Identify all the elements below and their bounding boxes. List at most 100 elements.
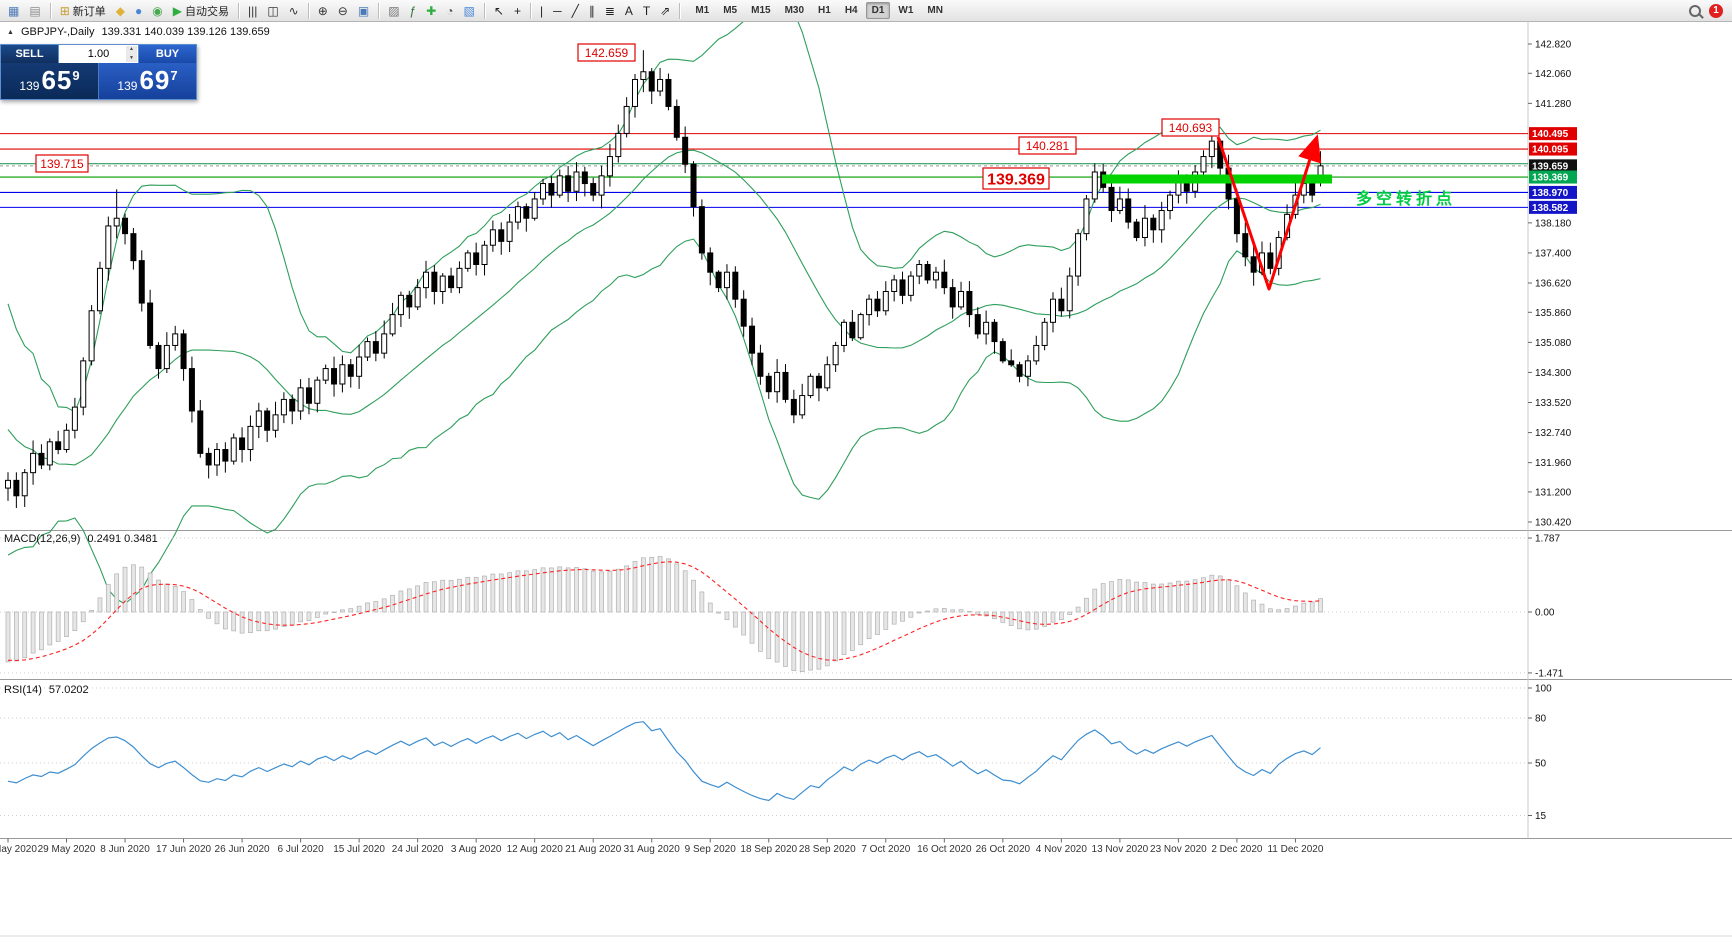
chart-doc-icon: ▧ <box>463 3 475 18</box>
timeframe-button-m1[interactable]: M1 <box>695 5 710 16</box>
label-button[interactable]: T <box>639 1 654 21</box>
search-icon[interactable] <box>1689 4 1701 17</box>
svg-text:9 Sep 2020: 9 Sep 2020 <box>685 844 737 855</box>
timeframe-button-d1[interactable]: D1 <box>865 2 891 19</box>
shapes-button[interactable]: ⇗ <box>656 1 674 21</box>
volume-up-icon[interactable]: ▲ <box>129 46 134 52</box>
svg-text:26 Oct 2020: 26 Oct 2020 <box>976 844 1031 855</box>
notification-badge[interactable]: 1 <box>1709 3 1723 18</box>
svg-text:100: 100 <box>1535 684 1552 695</box>
svg-text:18 Sep 2020: 18 Sep 2020 <box>740 844 797 855</box>
price-axis[interactable]: 142.820 142.060 141.280 138.180 137.400 136.6… <box>1528 40 1577 529</box>
buy-price-prefix: 139 <box>117 79 138 93</box>
svg-text:3 Aug 2020: 3 Aug 2020 <box>451 844 502 855</box>
one-click-trading-panel: SELL 1.00 ▲ ▼ BUY 139 65 9 139 69 7 <box>0 44 197 100</box>
price-label-text: 139.369 <box>987 171 1045 188</box>
templates-button[interactable]: ▨ <box>384 1 403 21</box>
volume-down-icon[interactable]: ▼ <box>129 54 134 61</box>
buy-price-sup: 7 <box>170 67 178 83</box>
svg-text:11 Dec 2020: 11 Dec 2020 <box>1267 844 1323 855</box>
rsi-value: 57.0202 <box>48 684 89 696</box>
new-order-button[interactable]: ⊞ 新订单 <box>56 1 110 21</box>
sell-price[interactable]: 139 65 9 <box>1 62 99 99</box>
timeframe-button-m15[interactable]: M15 <box>751 5 771 16</box>
refresh-button[interactable]: ◉ <box>148 1 166 21</box>
svg-text:0.00: 0.00 <box>1535 608 1555 619</box>
price-label-box[interactable] <box>1018 136 1077 155</box>
volume-field[interactable]: 1.00 ▲ ▼ <box>59 45 138 63</box>
text-button[interactable]: A <box>621 1 637 21</box>
channel-button[interactable]: ∥ <box>585 1 599 21</box>
timeframe-button-h4[interactable]: H4 <box>844 5 858 16</box>
toolbar-separator <box>307 2 309 19</box>
bar-chart-button[interactable]: ||| <box>244 1 261 21</box>
timeframe-button-w1[interactable]: W1 <box>898 5 914 16</box>
svg-text:-1.471: -1.471 <box>1535 668 1564 679</box>
tile-windows-button[interactable]: ▣ <box>354 1 373 21</box>
buy-price[interactable]: 139 69 7 <box>99 62 196 99</box>
add-indicator-button[interactable]: ✚ <box>422 1 440 21</box>
timeframe-button-m5[interactable]: M5 <box>723 5 738 16</box>
panel-separators <box>0 22 1732 937</box>
data-window-button[interactable]: ● <box>131 1 146 21</box>
auto-trading-button[interactable]: ▶ 自动交易 <box>169 1 233 21</box>
zoom-out-button[interactable]: ⊖ <box>334 1 352 21</box>
volume-value[interactable]: 1.00 <box>87 47 110 60</box>
auto-trading-button-label: 自动交易 <box>184 5 229 18</box>
price-label-box[interactable] <box>1161 118 1220 137</box>
candlestick-icon: ◫ <box>267 3 279 18</box>
data-window-icon: ● <box>134 3 143 18</box>
timeframe-button-mn[interactable]: MN <box>927 5 943 16</box>
timeframe-button-m30[interactable]: M30 <box>784 5 805 16</box>
timeframe-button-h1[interactable]: H1 <box>818 5 831 16</box>
main-toolbar: ▦ ▤ ⊞ 新订单 ◆ ● ◉ ▶ 自动交易 ||| ◫ ∿ ⊕ ⊖ ▣ ▨ ƒ ✚ ◔ ▧ ↖ + | ─ ╱ ∥ ≣ A T ⇗ M1… <box>0 0 1732 22</box>
rsi-line <box>7 721 1321 802</box>
period-button[interactable]: ◔ <box>442 1 457 21</box>
svg-text:29 May 2020: 29 May 2020 <box>38 844 96 855</box>
price-label-box[interactable] <box>982 167 1050 190</box>
volume-spinner[interactable]: ▲ ▼ <box>126 46 137 62</box>
candlestick-chart-button[interactable]: ◫ <box>263 1 282 21</box>
svg-text:131.200: 131.200 <box>1535 487 1572 498</box>
sell-price-main: 65 <box>41 65 73 96</box>
line-chart-button[interactable]: ∿ <box>285 1 303 21</box>
cursor-button[interactable]: ↖ <box>490 1 508 21</box>
horizontal-line-button[interactable]: ─ <box>549 1 566 21</box>
zoom-in-button[interactable]: ⊕ <box>314 1 332 21</box>
toolbar-buttons: ▦ ▤ ⊞ 新订单 ◆ ● ◉ ▶ 自动交易 ||| ◫ ∿ ⊕ ⊖ ▣ ▨ ƒ ✚ ◔ ▧ ↖ + | ─ ╱ ∥ ≣ A T ⇗ <box>3 1 684 21</box>
svg-text:142.060: 142.060 <box>1535 69 1572 80</box>
new-order-icon: ⊞ <box>59 3 70 18</box>
trendline-button[interactable]: ╱ <box>568 1 583 21</box>
price-label-text: 140.693 <box>1169 121 1213 135</box>
vertical-line-button[interactable]: | <box>536 1 547 21</box>
buy-button[interactable]: BUY <box>138 45 196 63</box>
sell-button[interactable]: SELL <box>1 45 59 63</box>
new-chart-button[interactable]: ▦ <box>4 1 23 21</box>
svg-text:8 Jun 2020: 8 Jun 2020 <box>100 844 150 855</box>
price-label-box[interactable] <box>35 154 89 173</box>
price-label-box[interactable] <box>577 43 636 62</box>
deposit-button[interactable]: ◆ <box>112 1 129 21</box>
horizontal-line-icon: ─ <box>553 3 562 18</box>
svg-text:31 Aug 2020: 31 Aug 2020 <box>624 844 681 855</box>
fibonacci-button[interactable]: ≣ <box>601 1 619 21</box>
svg-text:17 Jun 2020: 17 Jun 2020 <box>156 844 211 855</box>
v-reversal-arrow[interactable] <box>1216 134 1322 291</box>
ohlc-values: 139.331 140.039 139.126 139.659 <box>101 26 270 38</box>
svg-text:20 May 2020: 20 May 2020 <box>0 844 37 855</box>
clock-icon: ◔ <box>446 3 454 18</box>
crosshair-button[interactable]: + <box>510 1 525 21</box>
svg-text:136.620: 136.620 <box>1535 279 1572 290</box>
strategy-button[interactable]: ▧ <box>460 1 479 21</box>
annotations-layer[interactable]: 139.715 142.659 140.281 139.369 140.693 多空转折点 <box>35 43 1456 291</box>
svg-text:13 Nov 2020: 13 Nov 2020 <box>1092 844 1149 855</box>
price-axis-badge <box>1529 170 1577 184</box>
symbol-label: GBPJPY-,Daily <box>20 26 95 38</box>
turning-point-annotation[interactable]: 多空转折点 <box>1356 189 1456 208</box>
toolbar-separator <box>378 2 380 19</box>
trade-panel-top-row: SELL 1.00 ▲ ▼ BUY <box>1 45 196 63</box>
indicators-button[interactable]: ƒ <box>406 1 421 21</box>
profiles-button[interactable]: ▤ <box>25 1 44 21</box>
